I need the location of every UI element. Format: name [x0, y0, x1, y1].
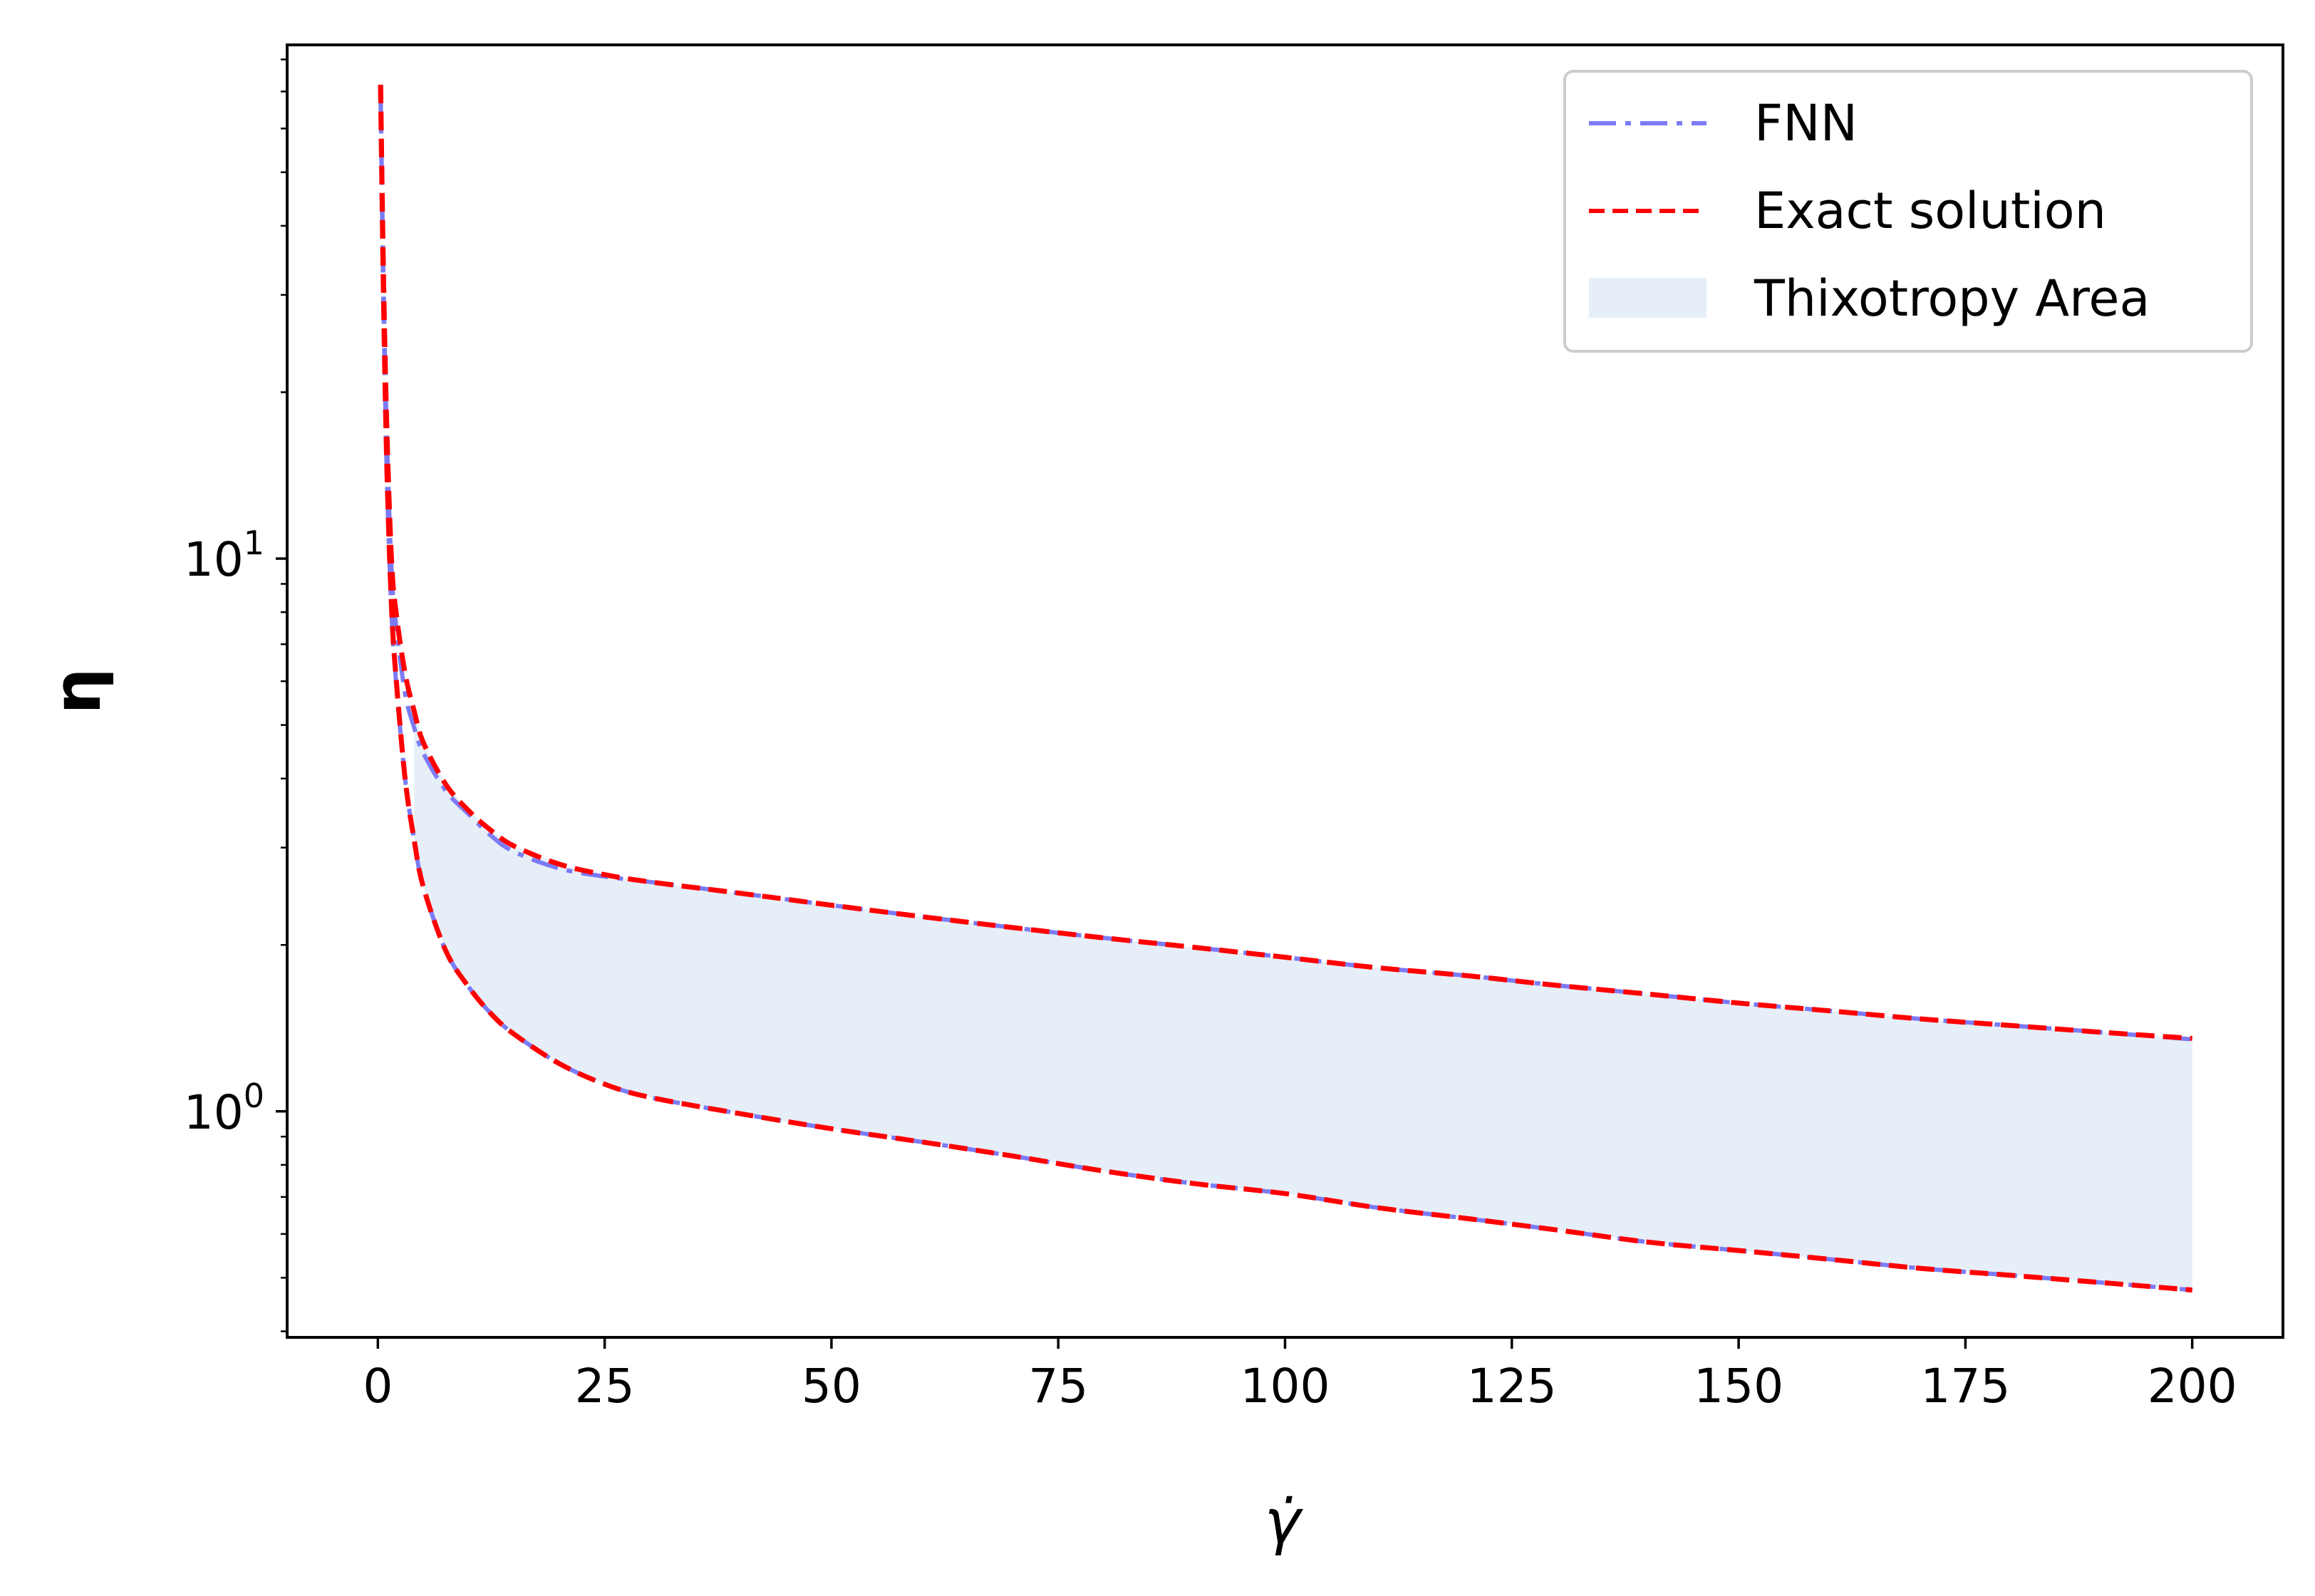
x-tick-label: 175: [1920, 1359, 2010, 1414]
y-axis-title: η: [39, 668, 115, 715]
legend-label-thixotropy-area: Thixotropy Area: [1754, 269, 2150, 328]
series-layer: [378, 84, 2192, 1293]
legend-box: [1563, 70, 2253, 353]
x-tick-label: 100: [1241, 1359, 1330, 1414]
x-tick-label: 50: [802, 1359, 861, 1414]
x-tick-label: 200: [2148, 1359, 2237, 1414]
y-axis: 100 101: [184, 58, 287, 1332]
exact-solution-line-lower: [378, 84, 2192, 1293]
y-tick-label: 100: [184, 1077, 264, 1140]
x-tick-label: 150: [1694, 1359, 1783, 1414]
x-tick-label: 25: [575, 1359, 635, 1414]
thixotropy-area-layer: [414, 710, 2192, 1290]
legend-label-fnn: FNN: [1754, 94, 1858, 152]
x-axis-title: γ̇: [1265, 1486, 1304, 1558]
x-axis: 0 25 50 75 100 125 150 175 200: [363, 1337, 2237, 1414]
y-tick-label: 101: [184, 524, 264, 587]
x-tick-label: 75: [1028, 1359, 1088, 1414]
exact-solution-line-upper: [378, 84, 2192, 1041]
legend-label-exact-solution: Exact solution: [1754, 182, 2106, 240]
thixotropy-area: [414, 710, 2192, 1290]
x-tick-label: 125: [1467, 1359, 1557, 1414]
legend-swatch-thixotropy-area: [1589, 278, 1707, 318]
x-tick-label: 0: [363, 1359, 393, 1414]
legend: FNN Exact solution Thixotropy Area: [1563, 70, 2253, 353]
